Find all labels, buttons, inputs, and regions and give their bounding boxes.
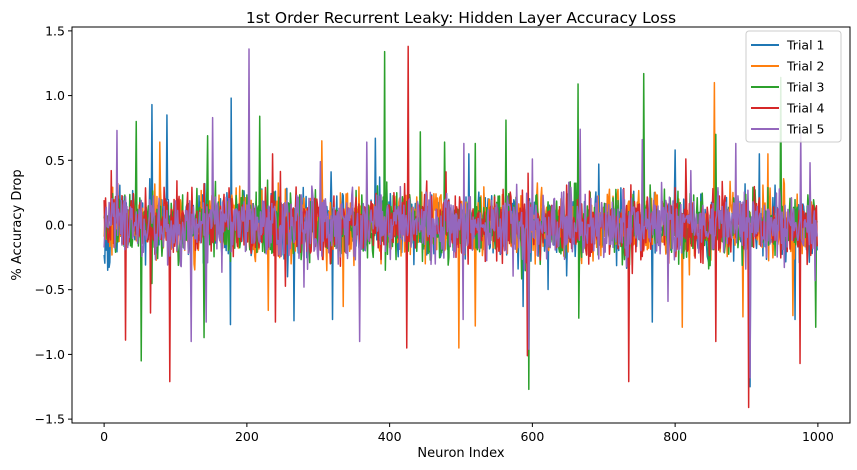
y-tick-label: 1.0 — [45, 88, 65, 103]
legend-label: Trial 2 — [786, 59, 824, 74]
x-tick-label: 0 — [100, 429, 108, 444]
legend-label: Trial 3 — [786, 80, 824, 95]
y-tick-label: 0.5 — [45, 153, 65, 168]
y-tick-label: −0.5 — [35, 282, 65, 297]
x-tick-label: 200 — [235, 429, 259, 444]
legend-label: Trial 5 — [786, 122, 824, 137]
legend: Trial 1 Trial 2 Trial 3 Trial 4 Trial 5 — [745, 30, 842, 143]
x-axis-label: Neuron Index — [417, 446, 504, 461]
y-tick-label: 0.0 — [45, 218, 65, 233]
series-line-trial-5 — [103, 48, 818, 379]
y-axis-label: % Accuracy Drop — [10, 169, 25, 280]
x-tick-label: 800 — [663, 429, 687, 444]
x-axis: 0 200 400 600 800 1000 — [100, 423, 834, 444]
x-tick-label: 600 — [520, 429, 544, 444]
y-tick-label: −1.0 — [35, 347, 65, 362]
x-tick-label: 1000 — [802, 429, 834, 444]
legend-label: Trial 1 — [786, 38, 824, 53]
y-tick-label: −1.5 — [35, 412, 65, 427]
chart-title: 1st Order Recurrent Leaky: Hidden Layer … — [246, 9, 676, 27]
y-axis: −1.5 −1.0 −0.5 0.0 0.5 1.0 1.5 — [35, 23, 72, 427]
legend-box — [745, 30, 842, 143]
y-tick-label: 1.5 — [45, 23, 65, 38]
x-tick-label: 400 — [378, 429, 402, 444]
legend-label: Trial 4 — [786, 101, 825, 116]
plot-series-group — [103, 45, 818, 409]
